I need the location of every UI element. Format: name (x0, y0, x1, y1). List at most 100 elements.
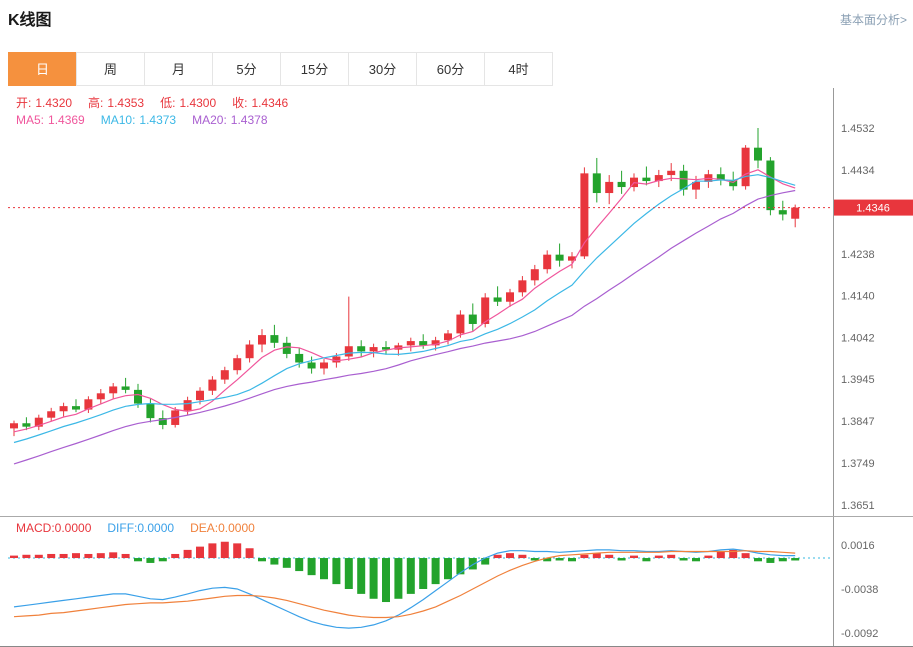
tab-月[interactable]: 月 (144, 52, 213, 86)
candle-body (506, 292, 514, 302)
legend-label: 低: (160, 96, 176, 110)
candle-body (729, 180, 738, 187)
macd-bar (580, 554, 589, 559)
candle-body (134, 389, 142, 404)
tab-5分[interactable]: 5分 (212, 52, 281, 86)
current-price-badge (834, 199, 913, 216)
macd-bar (592, 553, 601, 559)
macd-bar (493, 554, 502, 559)
legend-value: 0.0000 (137, 521, 175, 535)
macd-bar (716, 551, 725, 559)
macd-bar (295, 558, 304, 572)
macd-bar (605, 554, 614, 559)
macd-bar (481, 558, 490, 565)
price-tick-label: 1.4238 (841, 249, 875, 261)
legend-value: 1.4373 (139, 113, 177, 127)
legend-value: 1.4320 (35, 96, 73, 110)
candle-body (642, 177, 651, 182)
macd-bar (10, 555, 18, 559)
macd-bar (282, 558, 291, 568)
candlestick-svg: 1.4532 1.4434 1.4238 1.4140 1.4042 1.3945 1.38… (0, 88, 913, 517)
macd-bar (59, 553, 68, 559)
candle-body (716, 174, 725, 181)
macd-bar (96, 553, 105, 559)
tab-4时[interactable]: 4时 (484, 52, 553, 86)
diff-line (13, 548, 796, 629)
macd-bar (642, 558, 651, 562)
macd-bar (72, 553, 80, 559)
candle-body (357, 346, 366, 352)
fundamental-analysis-link[interactable]: 基本面分析> (839, 13, 907, 27)
legend-value: 1.4300 (179, 96, 217, 110)
candle-body (270, 335, 279, 343)
candle-body (481, 297, 490, 324)
candle-body (282, 342, 291, 354)
legend-label: 收: (232, 96, 248, 110)
macd-bar (344, 558, 353, 589)
legend-label: MACD: (16, 521, 55, 535)
candle-body (245, 344, 254, 359)
macd-chart: 0.0016 -0.0038 -0.0092 (0, 517, 913, 647)
ma20-line (13, 189, 796, 465)
candle-body (791, 207, 800, 219)
price-tick-label: 1.4434 (841, 165, 875, 177)
macd-bar (233, 543, 242, 559)
candle-body (444, 333, 452, 341)
macd-bar (766, 558, 775, 563)
legend-item: 高: 1.4353 (88, 96, 144, 110)
tab-日[interactable]: 日 (8, 52, 77, 86)
macd-bar (555, 558, 564, 561)
candle-body (580, 173, 589, 257)
macd-bar (444, 558, 452, 580)
candle-body (109, 386, 118, 394)
macd-bar (530, 558, 539, 561)
legend-item: 开: 1.4320 (16, 96, 72, 110)
macd-bar (171, 553, 180, 559)
candle-body (258, 335, 266, 345)
candlestick-chart: 1.4532 1.4434 1.4238 1.4140 1.4042 1.3945 1.38… (0, 88, 913, 522)
macd-bar (506, 553, 514, 559)
candle-body (766, 160, 775, 211)
legend-value: 1.4378 (230, 113, 268, 127)
candle-body (208, 379, 217, 391)
candle-body (605, 181, 614, 194)
macd-bar (121, 553, 130, 559)
macd-bar (704, 555, 713, 559)
macd-bar (630, 555, 638, 559)
legend-value: 0.0000 (218, 521, 255, 535)
tab-60分[interactable]: 60分 (416, 52, 485, 86)
legend-label: MA5: (16, 113, 45, 127)
price-tick-label: 1.3651 (841, 500, 875, 512)
macd-bar (258, 558, 266, 562)
legend-item: DIFF:0.0000 (107, 521, 174, 535)
ohlc-legend: 开: 1.4320 高: 1.4353 低: 1.4300 收: 1.4346 (16, 94, 304, 111)
candle-body (22, 423, 31, 427)
macd-bar (518, 554, 527, 559)
macd-bar (196, 546, 204, 559)
macd-bar (270, 558, 279, 565)
macd-bar (667, 554, 676, 559)
tab-15分[interactable]: 15分 (280, 52, 349, 86)
macd-bar (692, 558, 700, 562)
candle-body (10, 423, 18, 429)
candle-body (96, 393, 105, 400)
macd-bar (419, 558, 428, 589)
macd-bar (34, 554, 43, 559)
price-tick-label: 1.4140 (841, 291, 875, 303)
candle-body (667, 170, 676, 176)
candle-body (47, 411, 56, 418)
candle-body (419, 341, 428, 346)
macd-bar (568, 558, 576, 562)
tab-周[interactable]: 周 (76, 52, 145, 86)
price-tick-label: 1.3847 (841, 416, 875, 428)
candle-body (468, 314, 477, 324)
candle-body (568, 256, 576, 261)
legend-label: MA10: (100, 113, 136, 127)
tab-30分[interactable]: 30分 (348, 52, 417, 86)
macd-bar (220, 541, 229, 559)
macd-svg: 0.0016 -0.0038 -0.0092 (0, 517, 913, 647)
legend-label: 开: (16, 96, 32, 110)
legend-label: MA20: (192, 113, 227, 127)
price-tick-label: 1.3749 (841, 458, 875, 470)
